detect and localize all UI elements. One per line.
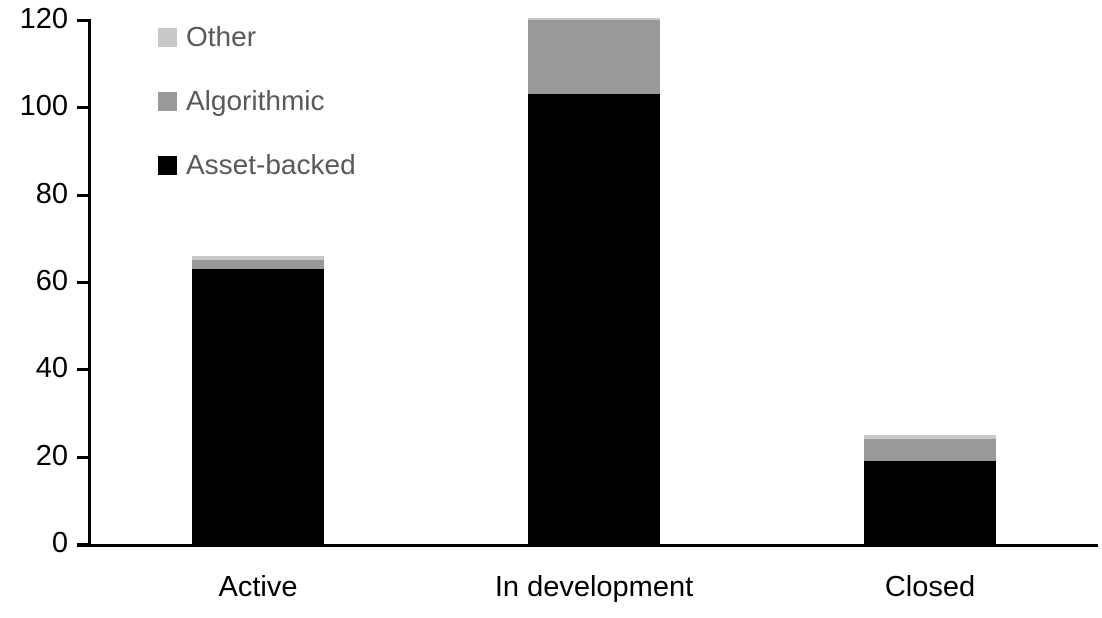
bar-segment-active-other xyxy=(192,255,324,261)
y-axis-tick-label-0: 0 xyxy=(51,527,68,559)
y-axis-tick-100 xyxy=(77,106,91,110)
x-axis-label-in-development: In development xyxy=(494,571,694,603)
y-axis-line xyxy=(88,20,91,547)
x-axis-label-active: Active xyxy=(218,571,298,603)
legend-label: Other xyxy=(186,21,257,52)
legend-swatch-icon xyxy=(158,91,177,111)
bar-segment-closed-other xyxy=(864,434,996,440)
bar-segment-active-asset-backed xyxy=(192,268,324,544)
y-axis-tick-label-20: 20 xyxy=(35,439,68,472)
y-axis-tick-label-120: 120 xyxy=(19,3,68,35)
y-axis-tick-60 xyxy=(77,281,91,284)
y-axis-tick-label-40: 40 xyxy=(35,352,68,385)
legend-item-algorithmic: Algorithmic xyxy=(158,87,356,115)
bar-segment-in-development-asset-backed xyxy=(528,94,660,544)
legend-item-asset-backed: Asset-backed xyxy=(158,151,356,179)
bar-segment-closed-asset-backed xyxy=(864,461,996,544)
bar-closed xyxy=(864,434,996,544)
x-axis-label-closed: Closed xyxy=(884,571,976,603)
legend-swatch-icon xyxy=(158,155,177,175)
y-axis-tick-label-60: 60 xyxy=(35,265,68,297)
bar-segment-in-development-algorithmic xyxy=(528,20,660,95)
y-axis-tick-20 xyxy=(77,455,91,459)
legend-swatch-icon xyxy=(158,27,177,47)
y-axis-tick-80 xyxy=(77,193,91,197)
bar-segment-active-algorithmic xyxy=(192,260,324,269)
y-axis-tick-label-100: 100 xyxy=(19,90,68,123)
bar-in-development xyxy=(528,17,660,544)
bar-active xyxy=(192,255,324,544)
y-axis-tick-40 xyxy=(77,368,91,372)
bar-segment-in-development-other xyxy=(528,17,660,21)
legend-label: Asset-backed xyxy=(186,149,356,180)
y-axis-tick-label-80: 80 xyxy=(35,177,68,210)
y-axis-tick-120 xyxy=(77,19,91,22)
legend-label: Algorithmic xyxy=(186,85,325,116)
bar-segment-closed-algorithmic xyxy=(864,439,996,462)
legend: Other Algorithmic Asset-backed xyxy=(158,23,356,179)
x-axis-line xyxy=(77,544,1098,547)
legend-item-other: Other xyxy=(158,23,356,51)
